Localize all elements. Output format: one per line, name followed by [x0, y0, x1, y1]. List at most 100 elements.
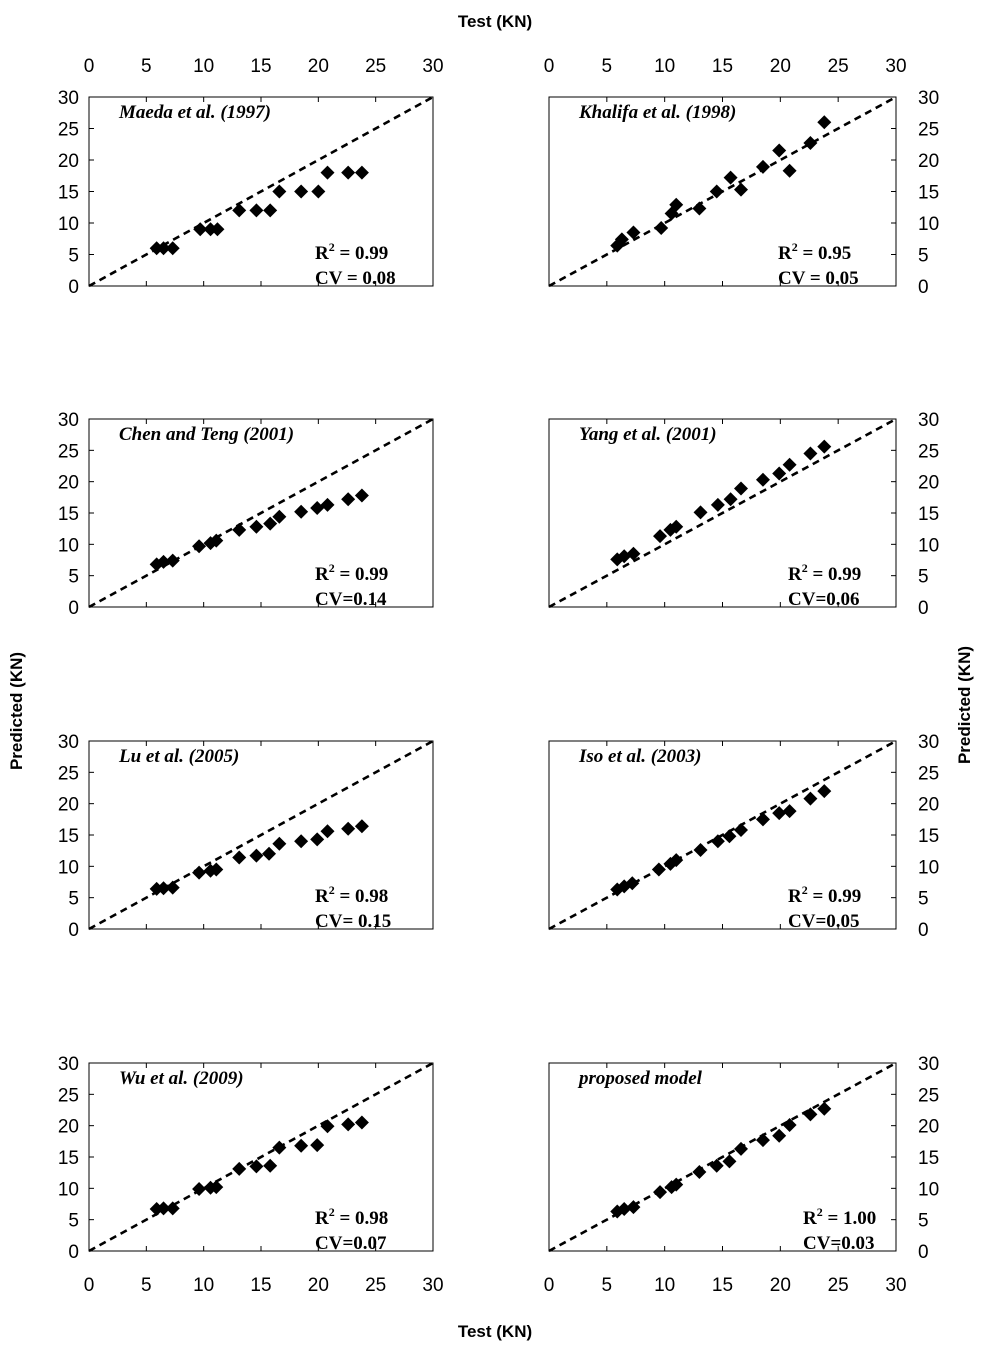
x-tick-label: 15	[712, 1275, 733, 1296]
data-point	[272, 1140, 287, 1155]
data-point	[294, 504, 309, 519]
x-tick-label: 10	[193, 1275, 214, 1296]
y-tick-label: 10	[918, 857, 939, 878]
y-tick-label: 30	[918, 732, 939, 753]
data-point	[320, 824, 335, 839]
y-tick-label: 15	[58, 183, 79, 204]
y-tick-label: 15	[918, 504, 939, 525]
data-point	[249, 203, 264, 218]
y-tick-label: 10	[58, 214, 79, 235]
x-tick-label: 10	[654, 1275, 675, 1296]
data-point	[626, 225, 641, 240]
data-point	[341, 165, 356, 180]
data-point	[156, 241, 171, 256]
data-point	[263, 1158, 278, 1173]
data-point	[341, 1117, 356, 1132]
y-tick-label: 5	[918, 1211, 929, 1232]
data-point	[734, 1141, 749, 1156]
data-point	[192, 539, 207, 554]
data-point	[232, 1161, 247, 1176]
data-point	[734, 822, 749, 837]
y-tick-label: 5	[68, 1211, 79, 1232]
data-point	[669, 853, 684, 868]
y-tick-label: 30	[918, 410, 939, 431]
data-point	[262, 846, 277, 861]
top-x-axis-title: Test (KN)	[458, 12, 532, 31]
y-tick-label: 30	[918, 88, 939, 109]
x-tick-label: 5	[141, 1275, 152, 1296]
x-tick-label: 20	[308, 56, 329, 77]
y-tick-label: 0	[68, 1242, 79, 1263]
data-point	[734, 182, 749, 197]
data-point	[669, 1177, 684, 1192]
y-tick-label: 25	[58, 120, 79, 141]
y-tick-label: 10	[58, 1179, 79, 1200]
data-point	[626, 546, 641, 561]
x-tick-label: 0	[544, 56, 555, 77]
x-tick-label: 20	[770, 56, 791, 77]
x-tick-label: 15	[250, 1275, 271, 1296]
data-point	[311, 184, 326, 199]
y-tick-label: 15	[918, 826, 939, 847]
y-tick-label: 10	[918, 535, 939, 556]
y-tick-label: 25	[58, 763, 79, 784]
data-point	[320, 1119, 335, 1134]
data-point	[782, 1118, 797, 1133]
y-tick-label: 25	[58, 1085, 79, 1106]
cv-label: CV=0.14	[315, 589, 387, 610]
data-point	[294, 184, 309, 199]
data-point	[210, 222, 225, 237]
data-point	[653, 1185, 668, 1200]
data-point	[156, 1201, 171, 1216]
scatter-panel-2: 0 5 10 15 20 25 30 0 5 10 15 20 25 30 Khalifa et al. (…	[544, 56, 939, 298]
data-point	[692, 1165, 707, 1180]
y-tick-label: 0	[918, 920, 929, 941]
data-point	[354, 488, 369, 503]
y-tick-label: 15	[58, 504, 79, 525]
cv-label: CV=0.03	[803, 1233, 875, 1254]
x-tick-label: 5	[602, 1275, 613, 1296]
cv-label: CV=0.05	[788, 911, 860, 932]
bottom-x-axis-title: Test (KN)	[458, 1322, 532, 1341]
data-point	[669, 197, 684, 212]
y-tick-label: 20	[58, 151, 79, 172]
data-point	[722, 1154, 737, 1169]
data-point	[755, 159, 770, 174]
data-point	[692, 201, 707, 216]
y-tick-label: 5	[918, 889, 929, 910]
data-point	[817, 1101, 832, 1116]
y-tick-label: 25	[918, 1085, 939, 1106]
y-tick-label: 0	[918, 277, 929, 298]
data-point	[263, 203, 278, 218]
scatter-panel-5: 0 5 10 15 20 25 30 Lu et al. (2005) R2 = 0.98 CV=…	[58, 732, 434, 941]
data-point	[294, 1138, 309, 1153]
data-point	[654, 221, 669, 236]
scatter-panel-4: 0 5 10 15 20 25 30 Yang et al. (2001) R2 = 0.99 C…	[548, 410, 939, 619]
left-y-axis-title: Predicted (KN)	[7, 652, 26, 770]
y-tick-label: 20	[918, 1117, 939, 1138]
scatter-panel-6: 0 5 10 15 20 25 30 Iso et al. (2003) R2 = 0.99 CV…	[548, 732, 939, 941]
x-tick-label: 5	[141, 56, 152, 77]
data-point	[782, 163, 797, 178]
x-tick-label: 10	[193, 56, 214, 77]
data-point	[709, 184, 724, 199]
scatter-panel-7: 0 5 10 15 20 25 30 0 5 10 15 20 25 30 Wu et al. (2009)…	[58, 1054, 444, 1296]
panel-title: Khalifa et al. (1998)	[578, 102, 736, 123]
data-point	[165, 880, 180, 895]
y-tick-label: 20	[58, 1117, 79, 1138]
y-tick-label: 5	[68, 246, 79, 267]
r-squared-label: R2 = 0.98	[315, 883, 388, 907]
data-point	[341, 492, 356, 507]
data-point	[669, 519, 684, 534]
r-squared-label: R2 = 0.98	[315, 1205, 388, 1229]
scatter-panel-3: 0 5 10 15 20 25 30 Chen and Teng (2001) R2 = 0.9…	[58, 410, 434, 619]
panel-title: Lu et al. (2005)	[118, 746, 239, 767]
data-point	[803, 446, 818, 461]
y-tick-label: 25	[918, 441, 939, 462]
y-tick-label: 15	[58, 1148, 79, 1169]
y-tick-label: 30	[58, 732, 79, 753]
x-tick-label: 0	[84, 1275, 95, 1296]
x-tick-label: 20	[308, 1275, 329, 1296]
data-point	[272, 836, 287, 851]
r-squared-label: R2 = 0.99	[788, 561, 861, 585]
